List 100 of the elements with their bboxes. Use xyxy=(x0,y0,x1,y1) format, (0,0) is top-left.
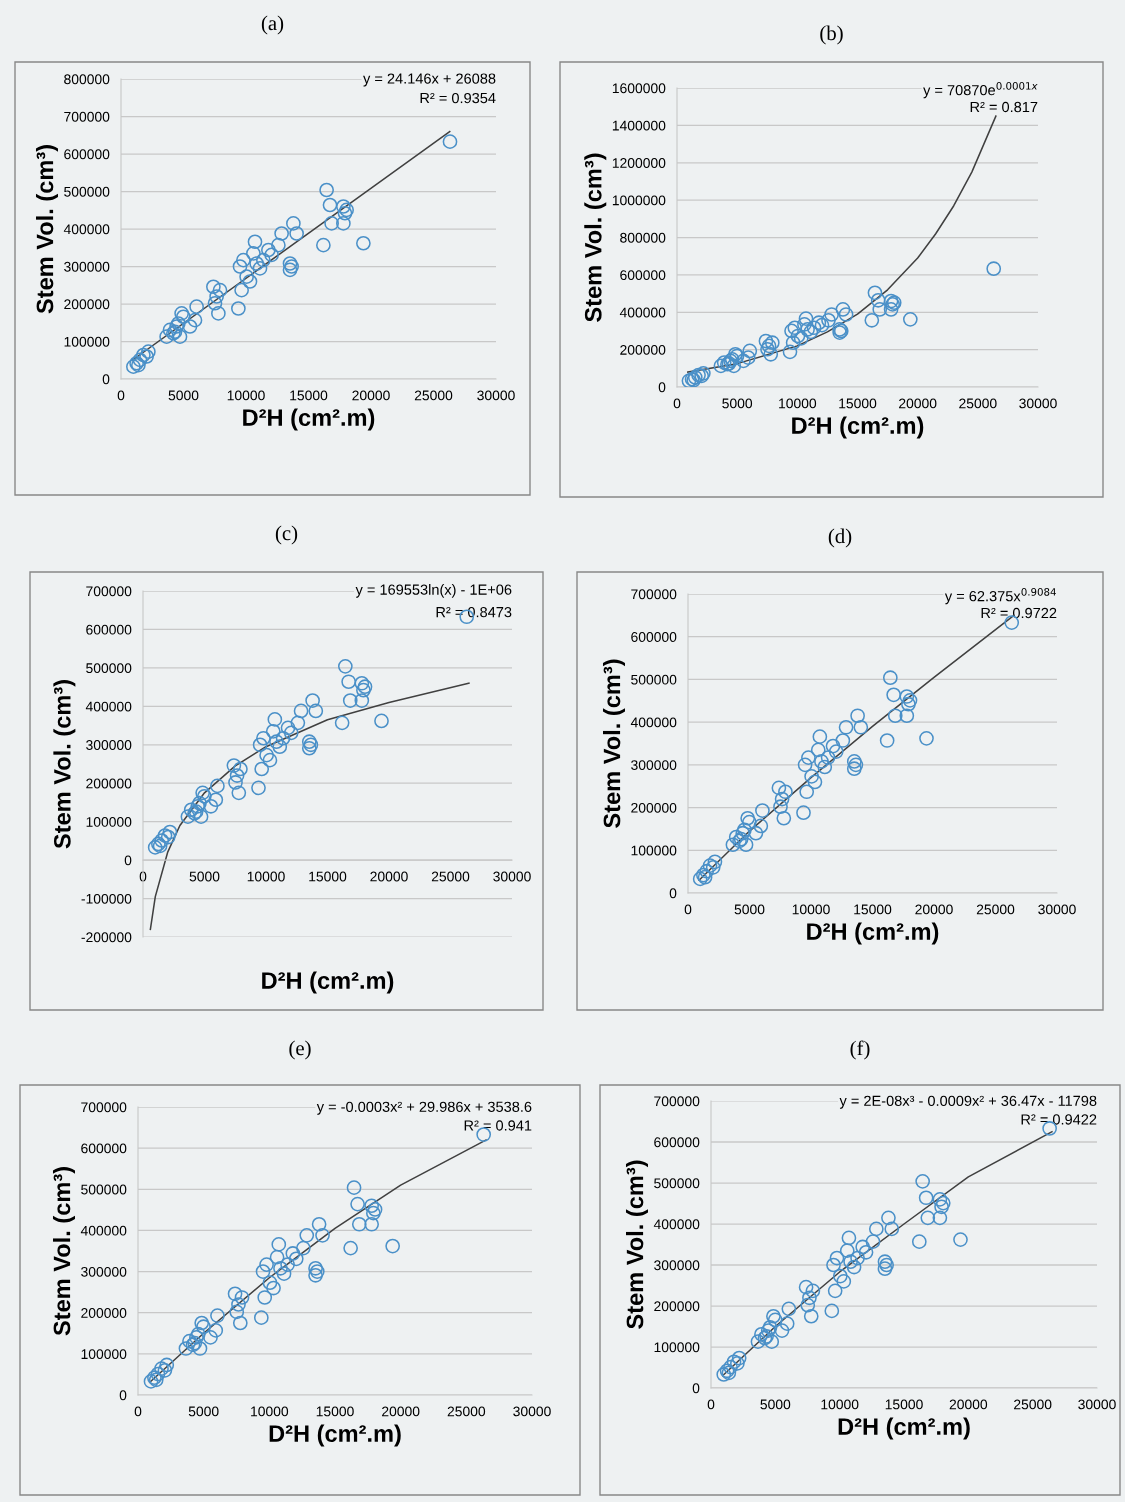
y-tick-label: 700000 xyxy=(654,1096,700,1107)
x-tick-label: 30000 xyxy=(513,1406,551,1417)
y-tick-label: 200000 xyxy=(86,778,132,789)
chart-title: (b) xyxy=(820,25,843,45)
chart-title: (c) xyxy=(275,525,298,545)
x-tick-label: 10000 xyxy=(247,871,285,882)
x-tick-label: 0 xyxy=(684,904,692,915)
x-tick-label: 15000 xyxy=(309,871,347,882)
y-tick-label: 100000 xyxy=(81,1349,127,1360)
y-axis-title: Stem Vol. (cm³) xyxy=(625,1160,648,1329)
y-tick-label: 500000 xyxy=(86,663,132,674)
y-tick-label: 800000 xyxy=(64,74,110,85)
y-tick-label: 300000 xyxy=(81,1266,127,1277)
x-tick-label: 25000 xyxy=(976,904,1015,915)
annotation: R² = 0.941 xyxy=(464,1120,532,1131)
y-tick-label: -200000 xyxy=(81,932,132,943)
annotation: R² = 0.9422 xyxy=(1021,1114,1097,1125)
y-tick-label: 0 xyxy=(658,382,666,393)
y-tick-label: 400000 xyxy=(80,1225,127,1236)
x-tick-label: 10000 xyxy=(227,390,265,401)
annotation: y = 169553ln(x) - 1E+06 xyxy=(355,584,512,598)
chart-title: (e) xyxy=(289,1040,311,1060)
y-axis-title: Stem Vol. (cm³) xyxy=(53,680,76,849)
x-tick-label: 25000 xyxy=(447,1406,486,1417)
x-tick-label: 15000 xyxy=(290,390,328,401)
y-axis-title: Stem Vol. (cm³) xyxy=(52,1167,75,1336)
x-tick-label: 15000 xyxy=(854,904,892,915)
y-tick-label: 400000 xyxy=(630,717,677,728)
y-tick-label: 300000 xyxy=(654,1260,700,1271)
y-tick-label: 600000 xyxy=(631,632,677,642)
y-tick-label: 600000 xyxy=(620,270,666,281)
chart-title: (f) xyxy=(850,1040,870,1060)
x-tick-label: 5000 xyxy=(189,871,220,882)
x-tick-label: 30000 xyxy=(493,871,531,882)
x-tick-label: 20000 xyxy=(915,904,953,915)
y-tick-label: 200000 xyxy=(620,344,666,355)
y-tick-label: 600000 xyxy=(86,624,132,635)
x-tick-label: 15000 xyxy=(885,1399,923,1410)
annotation: R² = 0.817 xyxy=(970,101,1038,113)
y-tick-label: 200000 xyxy=(631,802,677,813)
y-tick-label: 200000 xyxy=(654,1301,700,1312)
x-tick-label: 15000 xyxy=(839,398,877,409)
y-tick-label: 600000 xyxy=(654,1137,700,1148)
y-tick-label: 1600000 xyxy=(612,83,666,94)
annotation: R² = 0.9354 xyxy=(420,92,496,104)
x-tick-label: 0 xyxy=(707,1399,715,1410)
x-tick-label: 15000 xyxy=(316,1406,354,1417)
x-tick-label: 10000 xyxy=(821,1399,859,1410)
y-tick-label: 400000 xyxy=(619,307,666,318)
x-axis-title: D²H (cm².m) xyxy=(807,922,939,945)
y-tick-label: 700000 xyxy=(64,111,110,122)
x-axis-title: D²H (cm².m) xyxy=(243,408,375,431)
y-tick-label: 500000 xyxy=(64,186,110,197)
y-tick-label: 1000000 xyxy=(612,195,666,206)
annotation: R² = 0.9722 xyxy=(981,607,1057,619)
y-axis-title: Stem Vol. (cm³) xyxy=(584,153,607,322)
x-tick-label: 20000 xyxy=(899,398,937,409)
y-tick-label: 500000 xyxy=(631,674,677,685)
x-tick-label: 20000 xyxy=(370,871,408,882)
y-tick-label: 400000 xyxy=(653,1219,700,1230)
x-axis-title: D²H (cm².m) xyxy=(262,971,394,994)
x-tick-label: 5000 xyxy=(760,1399,791,1410)
x-tick-label: 20000 xyxy=(382,1406,420,1417)
y-tick-label: 200000 xyxy=(81,1308,127,1318)
x-tick-label: 30000 xyxy=(1019,398,1057,409)
x-tick-label: 30000 xyxy=(1038,904,1076,915)
y-tick-label: 300000 xyxy=(64,261,110,272)
y-tick-label: 400000 xyxy=(63,224,110,235)
y-tick-label: 0 xyxy=(669,888,677,899)
y-tick-label: 500000 xyxy=(81,1184,127,1195)
x-tick-label: 5000 xyxy=(168,390,199,401)
x-tick-label: 20000 xyxy=(352,390,390,401)
y-tick-label: 500000 xyxy=(654,1178,700,1189)
y-tick-label: 200000 xyxy=(64,299,110,310)
x-axis-title: D²H (cm².m) xyxy=(792,416,924,439)
chart-title: (a) xyxy=(261,15,284,35)
x-tick-label: 10000 xyxy=(779,398,817,409)
x-axis-title: D²H (cm².m) xyxy=(838,1417,970,1440)
annotation: y = 2E-08x³ - 0.0009x² + 36.47x - 11798 xyxy=(839,1095,1097,1109)
y-tick-label: 600000 xyxy=(81,1143,127,1154)
y-tick-label: 0 xyxy=(119,1390,127,1401)
x-tick-label: 0 xyxy=(134,1406,142,1417)
annotation: y = -0.0003x² + 29.986x + 3538.6 xyxy=(316,1101,532,1115)
x-tick-label: 5000 xyxy=(734,904,765,915)
x-tick-label: 25000 xyxy=(431,871,470,882)
chart-title: (d) xyxy=(828,528,852,548)
x-tick-label: 30000 xyxy=(1078,1399,1116,1410)
x-tick-label: 25000 xyxy=(1014,1399,1052,1410)
y-tick-label: 100000 xyxy=(631,845,677,856)
y-tick-label: 0 xyxy=(124,855,132,866)
x-tick-label: 10000 xyxy=(251,1406,289,1417)
x-tick-label: 5000 xyxy=(188,1406,219,1417)
y-tick-label: 800000 xyxy=(620,232,666,243)
y-tick-label: 0 xyxy=(692,1383,700,1394)
x-tick-label: 30000 xyxy=(477,390,515,401)
y-tick-label: 100000 xyxy=(86,817,132,827)
annotation: y = 62.375x$^{0.9084}$ xyxy=(944,588,1056,605)
y-tick-label: 600000 xyxy=(64,149,110,160)
y-tick-label: 1400000 xyxy=(612,120,666,131)
annotation: y = 70870e$^{0.0001x}$ xyxy=(923,82,1038,99)
